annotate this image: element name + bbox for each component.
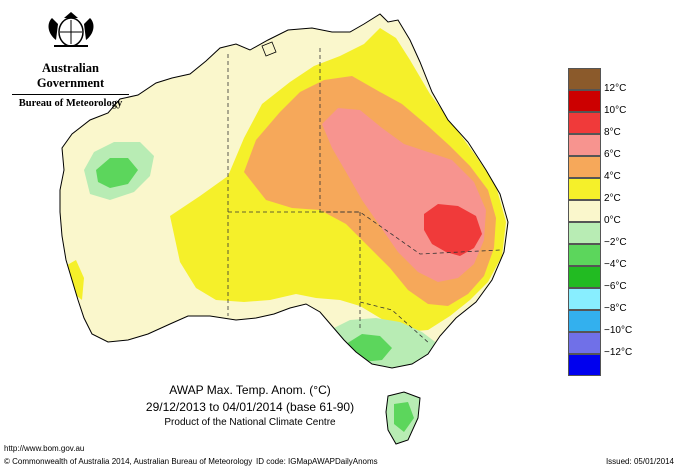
legend-label: 0°C — [604, 215, 621, 226]
divider — [12, 94, 129, 95]
legend-label: 10°C — [604, 105, 627, 116]
title-line1: AWAP Max. Temp. Anom. (°C) — [100, 383, 400, 397]
legend-label: 4°C — [604, 171, 621, 182]
map-title: AWAP Max. Temp. Anom. (°C) 29/12/2013 to… — [100, 383, 400, 428]
legend-swatch — [568, 200, 601, 222]
legend-swatch — [568, 244, 601, 266]
legend-label: −4°C — [604, 259, 627, 270]
legend-label: −2°C — [604, 237, 627, 248]
legend-swatch — [568, 178, 601, 200]
legend-swatch — [568, 68, 601, 90]
legend-label: 2°C — [604, 193, 621, 204]
legend-swatch — [568, 266, 601, 288]
footer-bar: © Commonwealth of Australia 2014, Austra… — [0, 456, 680, 467]
legend-label: −6°C — [604, 281, 627, 292]
legend-swatch — [568, 134, 601, 156]
legend-label: 12°C — [604, 83, 627, 94]
legend-swatch — [568, 156, 601, 178]
title-unit: °C) — [313, 383, 331, 397]
issued-date: Issued: 05/01/2014 — [605, 457, 674, 466]
copyright: © Commonwealth of Australia 2014, Austra… — [4, 457, 253, 466]
logo: Australian Government Bureau of Meteorol… — [8, 10, 133, 109]
legend-swatch — [568, 90, 601, 112]
legend-label: −10°C — [604, 325, 633, 336]
legend-label: −12°C — [604, 347, 633, 358]
legend-swatch — [568, 288, 601, 310]
legend-label: −8°C — [604, 303, 627, 314]
date-range: 29/12/2013 to 04/01/2014 (base 61-90) — [145, 400, 355, 414]
legend-swatch — [568, 354, 601, 376]
title-text: AWAP Max. Temp. Anom. ( — [169, 383, 314, 397]
org-name: Australian Government — [36, 61, 105, 90]
legend-label: 6°C — [604, 149, 621, 160]
legend-swatch — [568, 222, 601, 244]
legend-swatch — [568, 332, 601, 354]
legend-swatch — [568, 112, 601, 134]
agency-name: Bureau of Meteorology — [18, 98, 123, 109]
legend-swatch — [568, 310, 601, 332]
website-link[interactable]: http://www.bom.gov.au — [4, 444, 85, 453]
legend-label: 8°C — [604, 127, 621, 138]
colour-legend — [568, 68, 603, 381]
coat-of-arms-icon — [48, 12, 93, 47]
product-credit: Product of the National Climate Centre — [164, 417, 336, 428]
id-code: ID code: IGMapAWAPDailyAnoms — [256, 457, 378, 466]
